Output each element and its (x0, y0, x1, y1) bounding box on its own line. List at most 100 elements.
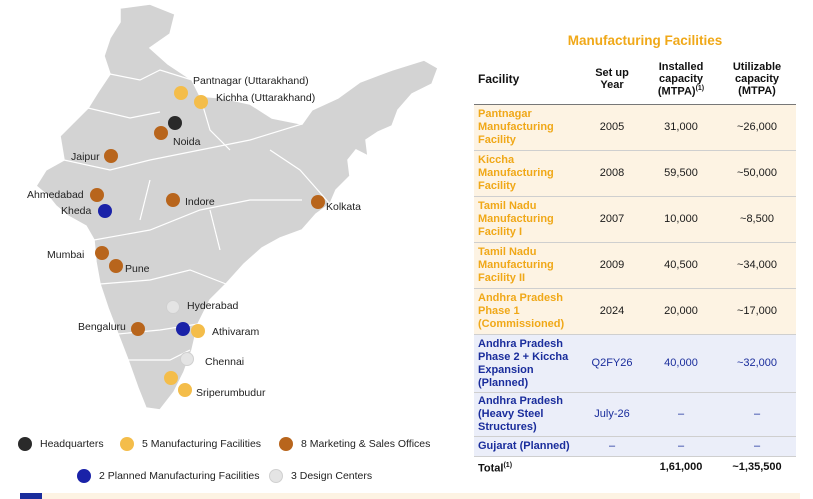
marker-sriperumbudur (178, 383, 192, 397)
header-setup-year: Set up Year (580, 54, 644, 105)
setup-year: Q2FY26 (580, 334, 644, 393)
facility-name: Gujarat (Planned) (474, 436, 580, 457)
utilizable-capacity: – (718, 392, 796, 437)
facilities-table: Facility Set up Year Installed capacity … (474, 54, 796, 478)
marker-kolkata (311, 195, 325, 209)
total-installed: 1,61,000 (644, 455, 718, 478)
facility-name: Andhra Pradesh Phase 2 + Kiccha Expansio… (474, 334, 580, 393)
label-kichha: Kichha (Uttarakhand) (216, 92, 316, 104)
india-map-panel: Pantnagar (Uttarakhand) Kichha (Uttarakh… (18, 3, 439, 483)
marker-athivaram (191, 324, 205, 338)
total-label-text: Total (478, 462, 504, 475)
legend-design-label: 3 Design Centers (291, 470, 373, 482)
legend-marketing: 8 Marketing & Sales Offices (279, 437, 430, 451)
installed-capacity: 10,000 (644, 196, 718, 243)
marker-indore (166, 193, 180, 207)
legend-marketing-label: 8 Marketing & Sales Offices (301, 438, 431, 450)
marker-headquarters-noida (168, 116, 182, 130)
label-pantnagar: Pantnagar (Uttarakhand) (193, 75, 309, 87)
setup-year: July-26 (580, 392, 644, 437)
utilizable-capacity: ~17,000 (718, 288, 796, 335)
marker-ahmedabad (90, 188, 104, 202)
internal-borders (63, 69, 331, 361)
utilizable-capacity: ~32,000 (718, 334, 796, 393)
total-footnote: (1) (503, 462, 513, 469)
marker-pantnagar (174, 86, 188, 100)
installed-capacity: – (644, 436, 718, 457)
label-pune: Pune (125, 263, 150, 275)
marker-hyderabad (166, 300, 180, 314)
facility-name: Tamil Nadu Manufacturing Facility II (474, 242, 580, 289)
legend-planned-label: 2 Planned Manufacturing Facilities (99, 470, 260, 482)
table-row: Gujarat (Planned) – – – (474, 436, 796, 457)
header-utilizable-capacity: Utilizable capacity (MTPA) (718, 54, 796, 105)
facility-name: Andhra Pradesh (Heavy Steel Structures) (474, 392, 580, 437)
marker-noida (154, 126, 168, 140)
marker-tamil-nadu-1 (164, 371, 178, 385)
facility-name: Kiccha Manufacturing Facility (474, 150, 580, 197)
india-map (35, 3, 439, 411)
setup-year: 2007 (580, 196, 644, 243)
marker-kichha (194, 95, 208, 109)
header-installed-footnote: (1) (695, 84, 705, 92)
marker-pune (109, 259, 123, 273)
legend-planned-swatch (77, 469, 91, 483)
marker-chennai (180, 352, 194, 366)
legend-manufacturing-swatch (120, 437, 134, 451)
label-sriperumbudur: Sriperumbudur (196, 387, 266, 399)
marker-athivaram-planned (176, 322, 190, 336)
legend-manufacturing-label: 5 Manufacturing Facilities (142, 438, 262, 450)
legend-marketing-swatch (279, 437, 293, 451)
marker-mumbai (95, 246, 109, 260)
table-total-row: Total(1) 1,61,000 ~1,35,500 (474, 455, 796, 478)
installed-capacity: 40,500 (644, 242, 718, 289)
facility-name: Tamil Nadu Manufacturing Facility I (474, 196, 580, 243)
facility-name: Pantnagar Manufacturing Facility (474, 104, 580, 151)
label-chennai: Chennai (205, 356, 245, 368)
label-athivaram: Athivaram (212, 326, 260, 338)
facility-name: Andhra Pradesh Phase 1 (Commissioned) (474, 288, 580, 335)
legend-headquarters-swatch (18, 437, 32, 451)
table-header-row: Facility Set up Year Installed capacity … (474, 54, 796, 105)
india-landmass (35, 3, 439, 411)
setup-year: 2009 (580, 242, 644, 289)
table-row: Tamil Nadu Manufacturing Facility II 200… (474, 242, 796, 289)
label-jaipur: Jaipur (71, 151, 100, 163)
label-kheda: Kheda (61, 205, 92, 217)
installed-capacity: 40,000 (644, 334, 718, 393)
setup-year: 2024 (580, 288, 644, 335)
label-ahmedabad: Ahmedabad (27, 189, 84, 201)
total-year (580, 455, 644, 478)
label-indore: Indore (185, 196, 215, 208)
marker-jaipur (104, 149, 118, 163)
total-label: Total(1) (474, 455, 580, 478)
label-bengaluru: Bengaluru (78, 321, 126, 333)
legend-headquarters: Headquarters (18, 437, 104, 451)
table-row: Tamil Nadu Manufacturing Facility I 2007… (474, 196, 796, 243)
utilizable-capacity: ~50,000 (718, 150, 796, 197)
label-kolkata: Kolkata (326, 201, 362, 213)
installed-capacity: 59,500 (644, 150, 718, 197)
table-row: Andhra Pradesh (Heavy Steel Structures) … (474, 392, 796, 437)
marker-bengaluru (131, 322, 145, 336)
setup-year: 2008 (580, 150, 644, 197)
header-installed-label: Installed capacity (MTPA) (657, 60, 704, 98)
legend-design: 3 Design Centers (269, 469, 372, 483)
setup-year: – (580, 436, 644, 457)
header-installed-capacity: Installed capacity (MTPA)(1) (644, 54, 718, 105)
label-noida: Noida (173, 136, 201, 148)
legend-design-swatch (269, 469, 283, 483)
legend-headquarters-label: Headquarters (40, 438, 104, 450)
installed-capacity: 31,000 (644, 104, 718, 151)
label-mumbai: Mumbai (47, 249, 85, 261)
table-row: Pantnagar Manufacturing Facility 2005 31… (474, 104, 796, 151)
marker-kheda (98, 204, 112, 218)
legend-planned: 2 Planned Manufacturing Facilities (77, 469, 260, 483)
setup-year: 2005 (580, 104, 644, 151)
table-row: Andhra Pradesh Phase 1 (Commissioned) 20… (474, 288, 796, 335)
utilizable-capacity: ~34,000 (718, 242, 796, 289)
table-row: Kiccha Manufacturing Facility 2008 59,50… (474, 150, 796, 197)
table-row: Andhra Pradesh Phase 2 + Kiccha Expansio… (474, 334, 796, 393)
installed-capacity: 20,000 (644, 288, 718, 335)
label-hyderabad: Hyderabad (187, 300, 239, 312)
